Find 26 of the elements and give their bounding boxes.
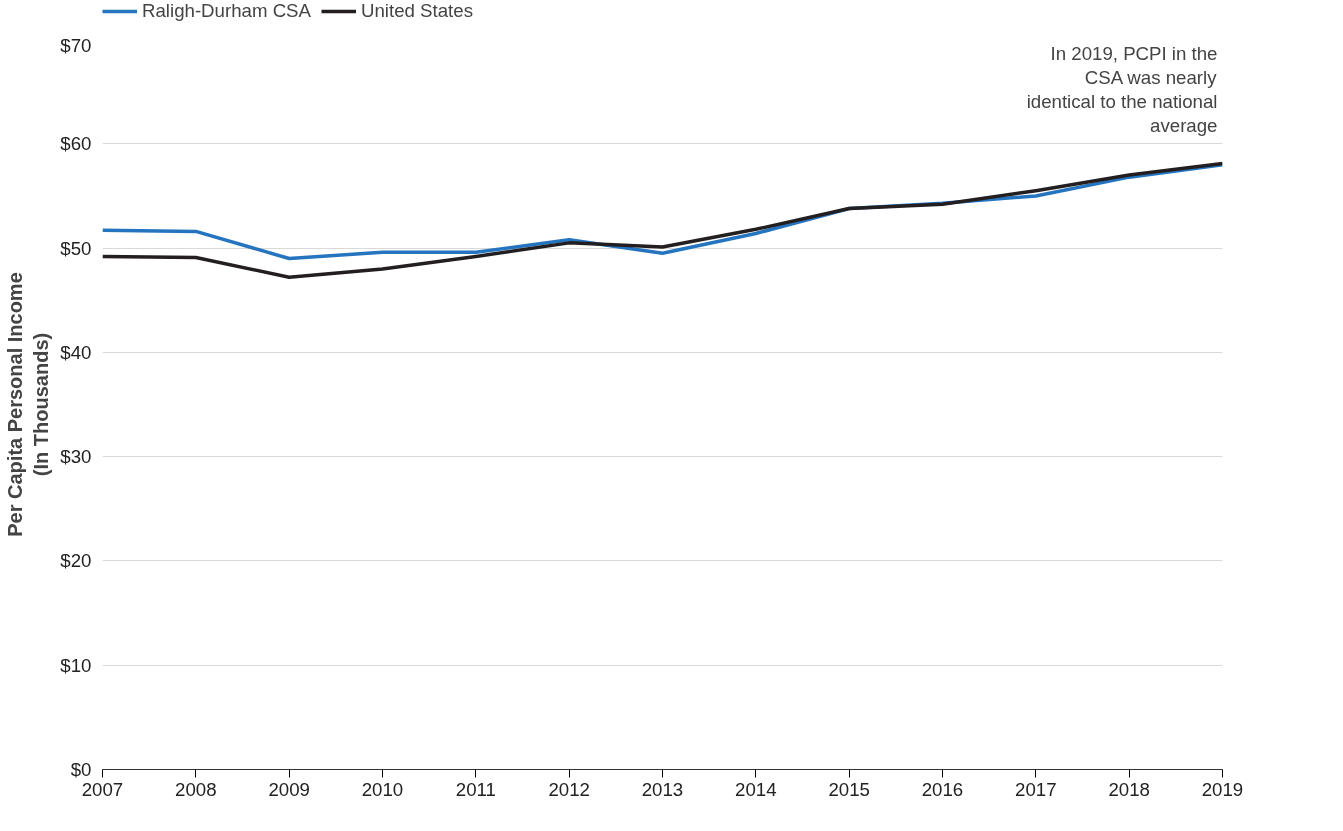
x-tick-label: 2018 (1108, 778, 1150, 800)
y-tick-label: $0 (70, 759, 92, 780)
x-tick-label: 2015 (828, 778, 870, 800)
x-tick-label: 2009 (268, 778, 310, 800)
y-axis-title: Per Capita Personal Income (In Thousands) (3, 272, 53, 537)
x-tick-label: 2011 (455, 778, 496, 800)
x-tick-label: 2016 (921, 778, 964, 800)
legend-label: United States (361, 0, 474, 22)
x-tick-label: 2008 (175, 778, 217, 800)
y-tick-label: $20 (60, 550, 92, 572)
y-tick-label: $60 (60, 133, 92, 155)
legend-label: Raligh-Durham CSA (142, 0, 311, 22)
x-tick-label: 2017 (1015, 778, 1057, 800)
y-tick-label: $40 (60, 341, 92, 363)
x-tick-label: 2014 (735, 778, 777, 800)
y-tick-label: $10 (60, 654, 92, 676)
line-series (102, 161, 1223, 280)
annotation: In 2019, PCPI in the CSA was nearly identical to the national average (1026, 42, 1218, 136)
y-tick-label: $50 (60, 237, 92, 259)
x-tick-label: 2019 (1201, 778, 1244, 800)
y-tick-label: $70 (60, 34, 92, 56)
y-tick-label: $30 (60, 446, 92, 468)
x-tick-label: 2007 (81, 778, 124, 800)
x-tick-label: 2012 (548, 778, 590, 800)
x-tick-label: 2010 (361, 778, 404, 800)
x-tick-label: 2013 (641, 778, 684, 800)
